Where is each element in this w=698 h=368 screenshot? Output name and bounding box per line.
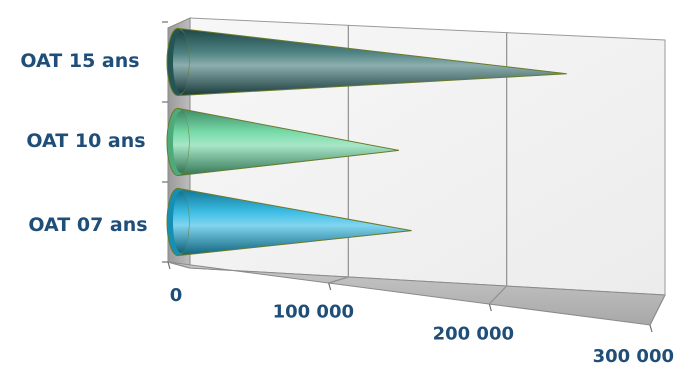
- x-tick-labels: 0 100 000 200 000 300 000: [170, 285, 674, 367]
- x-tick-label: 0: [170, 285, 183, 306]
- cone-base-shading: [173, 111, 189, 173]
- category-labels: OAT 15 ans OAT 10 ans OAT 07 ans: [20, 50, 147, 236]
- x-tick-label: 100 000: [273, 301, 354, 322]
- floor-gridline: [649, 294, 666, 326]
- x-tick-label: 200 000: [433, 324, 514, 345]
- floor-gridline: [488, 285, 508, 305]
- category-label: OAT 10 ans: [26, 130, 145, 152]
- value-tick: [649, 324, 653, 333]
- category-label: OAT 15 ans: [20, 50, 139, 72]
- floor-gridline: [167, 261, 191, 269]
- floor-gridline: [328, 276, 349, 284]
- x-tick-label: 300 000: [593, 346, 674, 367]
- cone-base-shading: [173, 191, 189, 253]
- axis-ticks: [162, 21, 653, 333]
- value-tick: [328, 282, 332, 291]
- category-label: OAT 07 ans: [28, 214, 147, 236]
- value-tick: [167, 261, 171, 270]
- cone-series: [166, 27, 567, 257]
- cone-base-shading: [173, 31, 189, 93]
- value-tick: [488, 303, 492, 312]
